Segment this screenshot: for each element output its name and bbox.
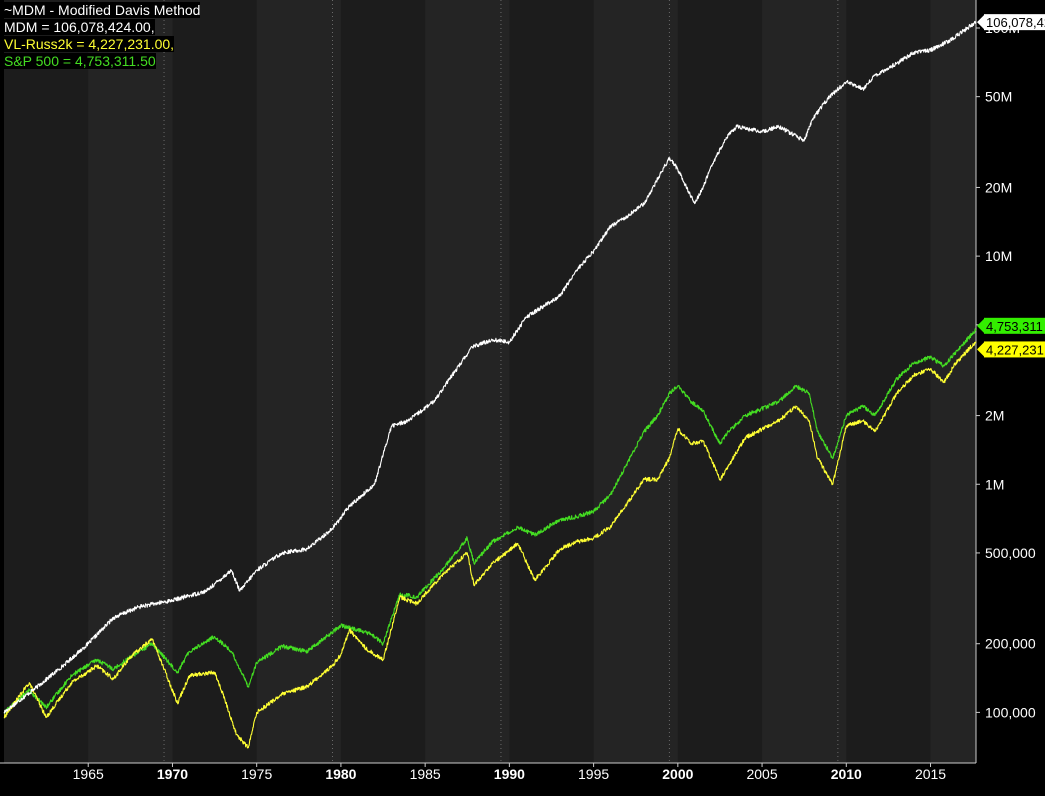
y-tick-label: 200,000 (985, 636, 1036, 652)
x-tick-label: 1965 (73, 766, 104, 782)
y-tick-label: 1M (985, 476, 1004, 492)
x-tick-label: 2000 (662, 766, 693, 782)
year-band (593, 0, 678, 763)
end-label-vl-russ2k: 4,227,231 (977, 341, 1045, 358)
year-band (930, 0, 976, 763)
legend-sp500: S&P 500 = 4,753,311.50 (4, 53, 156, 69)
x-tick-label: 1975 (241, 766, 272, 782)
end-label-s-p-500: 4,753,311 (977, 317, 1045, 334)
year-band (88, 0, 173, 763)
x-tick-label: 2005 (746, 766, 777, 782)
x-tick-label: 1985 (410, 766, 441, 782)
series-line-vl-russ2k (3, 341, 977, 749)
legend-mdm: MDM = 106,078,424.00, (4, 19, 155, 35)
series-line-s-p-500 (3, 328, 977, 714)
y-tick-label: 100,000 (985, 704, 1036, 720)
y-tick-label: 10M (985, 248, 1012, 264)
y-tick-label: 20M (985, 179, 1012, 195)
x-tick-label: 1980 (325, 766, 356, 782)
svg-text:4,753,311: 4,753,311 (986, 319, 1043, 334)
chart-title: ~MDM - Modified Davis Method (4, 2, 201, 18)
svg-text:4,227,231: 4,227,231 (986, 342, 1044, 357)
year-band (256, 0, 341, 763)
y-tick-label: 50M (985, 89, 1012, 105)
y-tick-label: 500,000 (985, 545, 1036, 561)
x-tick-label: 2015 (915, 766, 946, 782)
x-tick-label: 1970 (157, 766, 188, 782)
y-tick-label: 2M (985, 408, 1004, 424)
series-line-mdm (3, 20, 977, 714)
x-tick-label: 1990 (494, 766, 525, 782)
svg-text:106,078,424: 106,078,424 (986, 15, 1045, 30)
legend: ~MDM - Modified Davis Method MDM = 106,0… (4, 2, 201, 70)
x-tick-label: 1995 (578, 766, 609, 782)
legend-vl-russ2k: VL-Russ2k = 4,227,231.00, (4, 36, 175, 52)
year-band (425, 0, 510, 763)
end-label-mdm: 106,078,424 (977, 14, 1045, 30)
x-tick-label: 2010 (831, 766, 862, 782)
year-band (762, 0, 847, 763)
